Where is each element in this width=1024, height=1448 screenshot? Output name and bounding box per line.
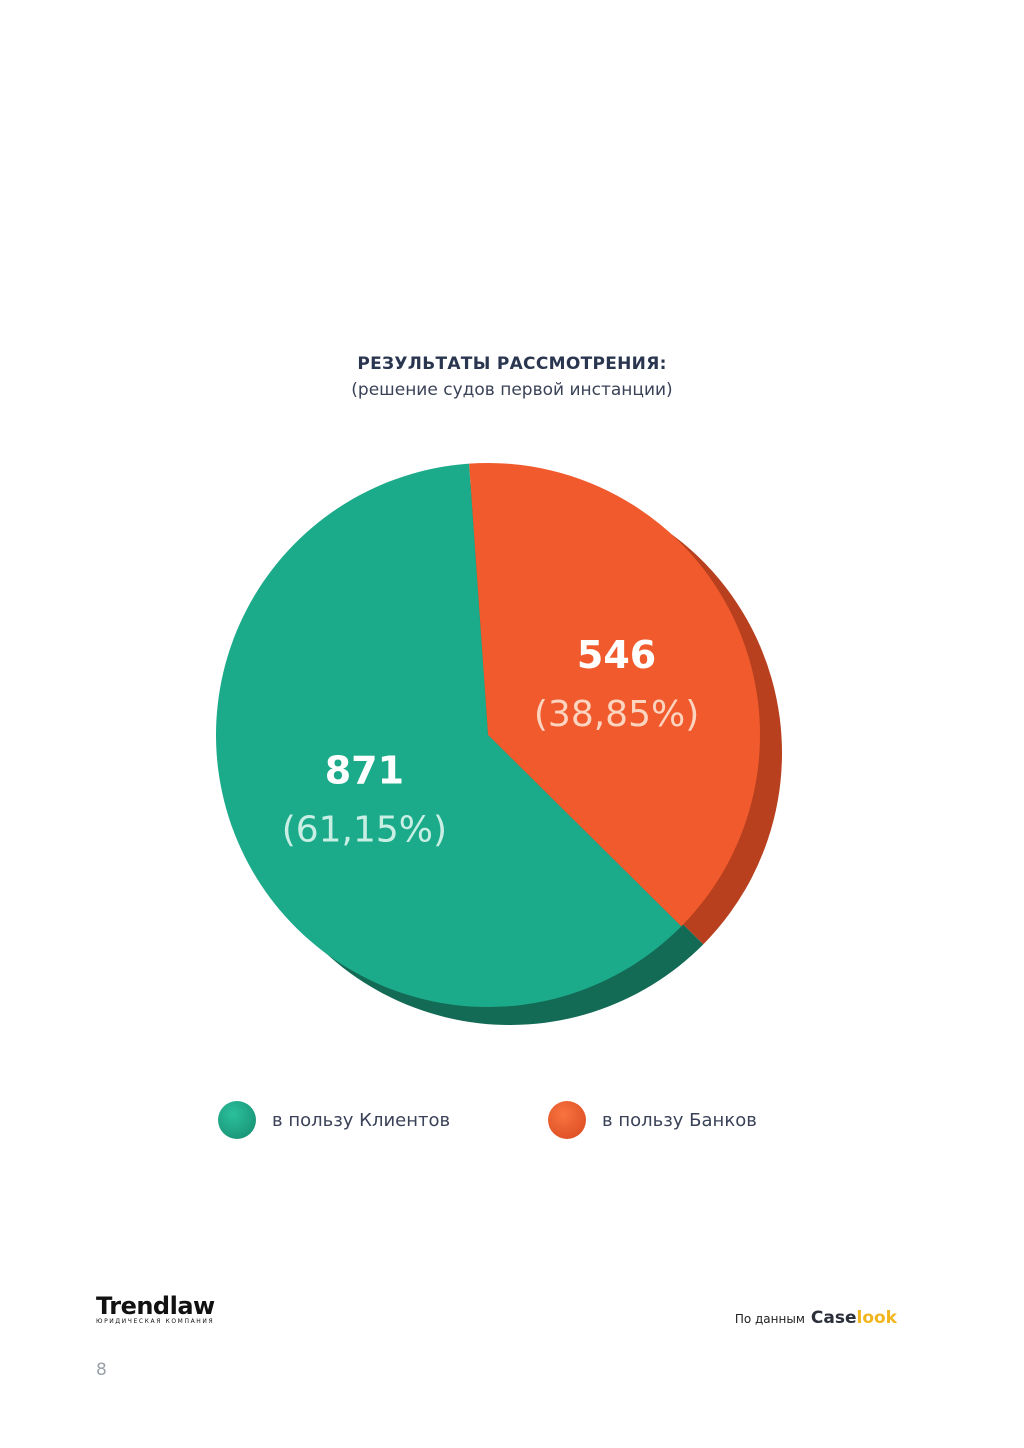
logo-subtitle: ЮРИДИЧЕСКАЯ КОМПАНИЯ — [96, 1318, 215, 1325]
slice-value-banks: 546 — [577, 633, 656, 677]
slice-percent-banks: (38,85%) — [534, 694, 699, 735]
trendlaw-logo: Trendlaw ЮРИДИЧЕСКАЯ КОМПАНИЯ — [96, 1292, 215, 1325]
slices-layer — [216, 463, 760, 1007]
legend-label-banks: в пользу Банков — [602, 1109, 757, 1131]
logo-word: Trendlaw — [96, 1292, 215, 1320]
legend-item-banks: в пользу Банков — [548, 1100, 757, 1140]
chart-subtitle: (решение судов первой инстанции) — [351, 380, 673, 400]
slice-labels-layer: 871 (61,15%) 546 (38,85%) — [282, 633, 700, 851]
legend-item-clients: в пользу Клиентов — [218, 1100, 450, 1140]
page-number: 8 — [96, 1360, 107, 1380]
caselook-brand-case: Case — [810, 1308, 857, 1328]
slice-percent-clients: (61,15%) — [282, 810, 447, 851]
legend-swatch-clients — [218, 1101, 256, 1139]
slice-clients — [216, 463, 682, 1007]
legend-label-clients: в пользу Клиентов — [272, 1109, 451, 1131]
legend-swatch-banks — [548, 1101, 586, 1139]
chart-title: РЕЗУЛЬТАТЫ РАССМОТРЕНИЯ: — [357, 354, 667, 374]
slice-banks — [469, 463, 760, 927]
source-label: По данным — [734, 1312, 805, 1326]
source-credit: По данным Case look — [735, 1308, 897, 1328]
slice-value-clients: 871 — [325, 749, 404, 793]
caselook-brand-look: look — [856, 1308, 898, 1328]
